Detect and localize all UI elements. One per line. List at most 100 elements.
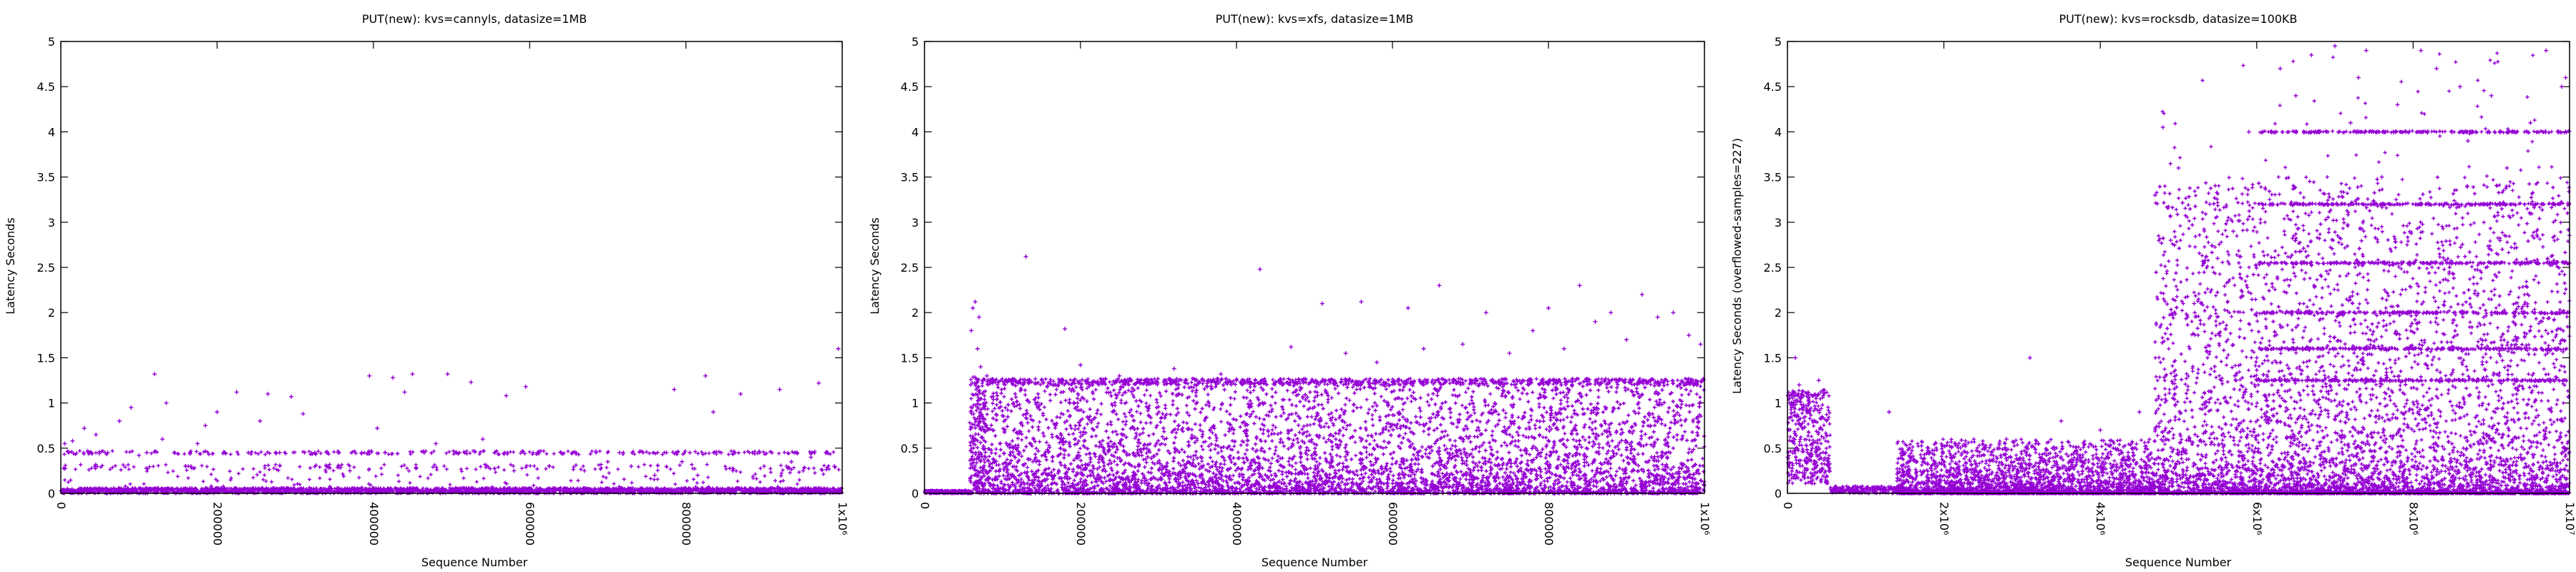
scatter-point xyxy=(382,463,386,466)
scatter-point xyxy=(481,437,485,441)
scatter-point xyxy=(1052,380,1055,383)
scatter-point xyxy=(1535,377,1538,380)
scatter-point xyxy=(532,483,535,487)
scatter-point xyxy=(1464,379,1468,383)
scatter-point xyxy=(582,468,587,473)
scatter-point xyxy=(701,480,705,484)
scatter-point xyxy=(296,482,299,485)
scatter-point xyxy=(137,453,141,458)
scatter-point xyxy=(975,409,978,413)
scatter-point xyxy=(1512,380,1516,383)
scatter-point xyxy=(210,452,214,455)
scatter-point xyxy=(482,477,485,480)
scatter-point xyxy=(755,477,758,480)
scatter-point xyxy=(324,470,328,473)
scatter-point xyxy=(375,426,379,430)
scatter-point xyxy=(195,441,200,445)
y-tick-label: 1.5 xyxy=(901,351,919,365)
scatter-point xyxy=(649,464,653,468)
scatter-point xyxy=(434,441,438,445)
scatter-point xyxy=(319,451,323,455)
scatter-point xyxy=(185,468,188,472)
scatter-point xyxy=(298,483,301,486)
scatter-point xyxy=(147,465,151,468)
scatter-point xyxy=(809,455,813,459)
chart-title: PUT(new): kvs=cannyls, datasize=1MB xyxy=(362,12,587,26)
scatter-point xyxy=(972,423,976,427)
x-tick-label: 200000 xyxy=(210,502,224,546)
scatter-point xyxy=(673,483,677,486)
scatter-point xyxy=(278,450,282,455)
y-tick-label: 2.5 xyxy=(37,261,55,275)
y-tick-label: 3.5 xyxy=(901,171,919,184)
scatter-point xyxy=(504,393,508,398)
scatter-point xyxy=(164,463,167,466)
scatter-point xyxy=(268,468,271,471)
scatter-point xyxy=(142,482,145,485)
y-tick-label: 3 xyxy=(912,216,919,230)
x-tick-label: 400000 xyxy=(1230,502,1244,546)
y-tick-label: 2 xyxy=(912,306,919,320)
scatter-point xyxy=(270,480,273,483)
scatter-point xyxy=(387,453,391,456)
scatter-point xyxy=(184,464,188,468)
scatter-point xyxy=(612,482,615,485)
x-tick-label: 400000 xyxy=(367,502,381,546)
scatter-point xyxy=(119,468,122,472)
scatter-point xyxy=(442,464,446,468)
y-tick-label: 0 xyxy=(48,487,55,500)
scatter-point xyxy=(460,470,464,473)
scatter-point xyxy=(1387,378,1390,381)
scatter-point xyxy=(831,450,835,454)
scatter-point xyxy=(629,464,633,468)
scatter-point xyxy=(664,450,668,455)
scatter-point xyxy=(332,450,336,453)
scatter-point xyxy=(532,464,536,468)
scatter-point xyxy=(176,475,180,478)
scatter-point xyxy=(323,468,327,472)
y-tick-label: 2 xyxy=(48,306,55,320)
scatter-point xyxy=(693,450,697,453)
x-axis-label: Sequence Number xyxy=(1262,556,1368,569)
scatter-point xyxy=(688,450,692,455)
chart-cannyls: PUT(new): kvs=cannyls, datasize=1MB Sequ… xyxy=(4,12,849,569)
scatter-point xyxy=(672,388,676,392)
scatter-point xyxy=(758,480,762,484)
scatter-point xyxy=(1049,378,1053,381)
scatter-points xyxy=(923,255,1707,495)
scatter-point xyxy=(152,372,157,376)
scatter-point xyxy=(448,483,452,486)
scatter-point xyxy=(593,467,597,470)
scatter-point xyxy=(157,464,160,468)
scatter-point xyxy=(469,380,473,385)
scatter-point xyxy=(643,463,646,466)
y-tick-label: 0 xyxy=(912,487,919,500)
scatter-point xyxy=(727,453,731,456)
scatter-point xyxy=(774,479,777,483)
scatter-point xyxy=(228,470,232,473)
y-axis-label: Latency Seconds xyxy=(4,217,17,315)
scatter-point xyxy=(263,464,267,468)
scatter-point xyxy=(212,468,215,471)
scatter-point xyxy=(459,468,463,471)
scatter-point xyxy=(552,452,556,455)
scatter-point xyxy=(492,467,496,470)
x-tick-label: 800000 xyxy=(1542,502,1556,546)
scatter-point xyxy=(478,452,482,455)
scatter-point xyxy=(975,446,979,450)
scatter-point xyxy=(535,467,539,470)
scatter-point xyxy=(62,441,67,445)
scatter-point xyxy=(812,466,816,470)
scatter-point xyxy=(1671,382,1674,385)
scatter-point xyxy=(605,460,610,464)
scatter-point xyxy=(837,468,841,471)
scatter-point xyxy=(251,475,255,479)
scatter-point xyxy=(1408,377,1412,380)
scatter-point xyxy=(779,463,783,467)
scatter-point xyxy=(1418,378,1421,382)
scatter-point xyxy=(655,478,659,481)
scatter-point xyxy=(576,479,580,483)
scatter-point xyxy=(367,374,371,378)
scatter-point xyxy=(79,463,82,466)
